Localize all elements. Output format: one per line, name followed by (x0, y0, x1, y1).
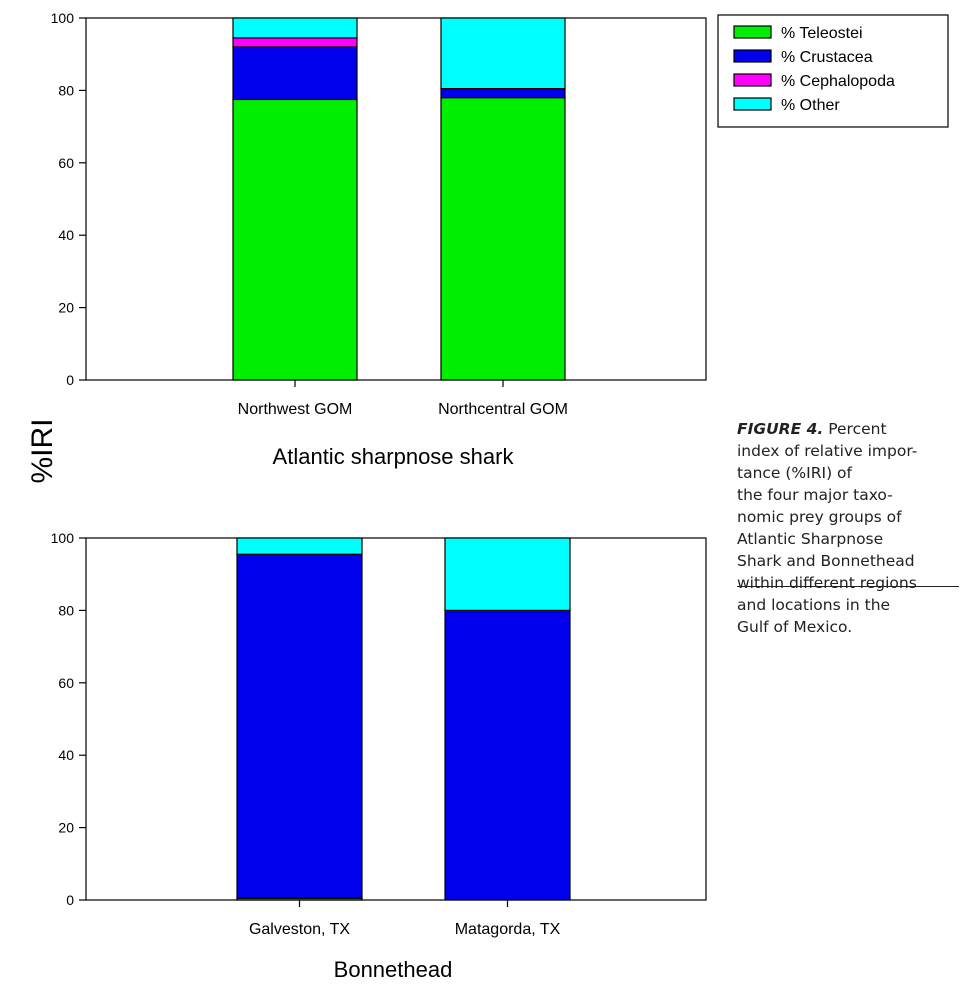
plot-frame (85, 17, 707, 381)
caption-divider (737, 586, 959, 587)
x-tick-label: Northwest GOM (238, 401, 353, 418)
bar-segment (232, 98, 358, 381)
caption-line: Percent (828, 420, 887, 438)
legend-label: % Crustacea (781, 49, 873, 66)
chart-panel: 0 20 40 60 80 100 Northwest GOM Northcentral GO… (51, 10, 707, 469)
caption-line: Atlantic Sharpnose (737, 530, 884, 548)
bar-segment (236, 553, 363, 899)
legend-swatch (733, 25, 772, 39)
y-tick-label: 0 (66, 372, 74, 388)
bar-segment (232, 17, 358, 39)
legend-label: % Cephalopoda (781, 73, 895, 90)
x-tick-label: Galveston, TX (249, 921, 350, 938)
caption-line: index of relative impor- (737, 442, 918, 460)
y-tick-label: 100 (51, 10, 75, 26)
y-axis-title: %IRI (26, 418, 59, 483)
bar-segment (232, 46, 358, 101)
y-tick-label: 100 (51, 530, 75, 546)
bar-segment (232, 37, 358, 48)
y-tick-label: 60 (58, 675, 74, 691)
caption-line: within different regions (737, 574, 917, 592)
charts: 0 20 40 60 80 100 Northwest GOM Northcentral GO… (51, 10, 707, 982)
y-tick-label: 80 (58, 602, 74, 618)
caption-line: tance (%IRI) of (737, 464, 852, 482)
y-tick-label: 20 (58, 300, 74, 316)
bar-segment (444, 537, 571, 612)
legend-swatch (733, 73, 772, 87)
bar-segment (440, 17, 566, 90)
x-tick-label: Matagorda, TX (455, 921, 561, 938)
caption-label: FIGURE 4. (737, 420, 824, 438)
y-tick-label: 20 (58, 820, 74, 836)
caption-line: and locations in the (737, 596, 891, 614)
chart-title: Bonnethead (334, 957, 453, 982)
chart-panel: 0 20 40 60 80 100 Galveston, TX Matagorda, TX Bo… (51, 530, 707, 982)
legend-swatch (733, 97, 772, 111)
plot-frame (85, 537, 707, 901)
figure-caption: FIGURE 4. Percent index of relative impor… (737, 418, 961, 638)
caption-line: Shark and Bonnethead (737, 552, 915, 570)
bar-segment (440, 87, 566, 99)
bar-segment (440, 97, 566, 381)
bar-segment (444, 609, 571, 901)
y-tick-label: 0 (66, 892, 74, 908)
legend-label: % Other (781, 97, 840, 114)
chart-title: Atlantic sharpnose shark (273, 444, 515, 469)
legend-label: % Teleostei (781, 25, 863, 42)
y-tick-label: 80 (58, 82, 74, 98)
x-tick-label: Northcentral GOM (438, 401, 568, 418)
caption-line: Gulf of Mexico. (737, 618, 853, 636)
legend-swatch (733, 49, 772, 63)
y-tick-label: 40 (58, 227, 74, 243)
bar-segment (236, 537, 363, 555)
legend: % Teleostei % Crustacea % Cephalopoda % Oth… (717, 14, 949, 128)
caption-line: the four major taxo- (737, 486, 893, 504)
y-tick-label: 40 (58, 747, 74, 763)
y-tick-label: 60 (58, 155, 74, 171)
caption-line: nomic prey groups of (737, 508, 902, 526)
